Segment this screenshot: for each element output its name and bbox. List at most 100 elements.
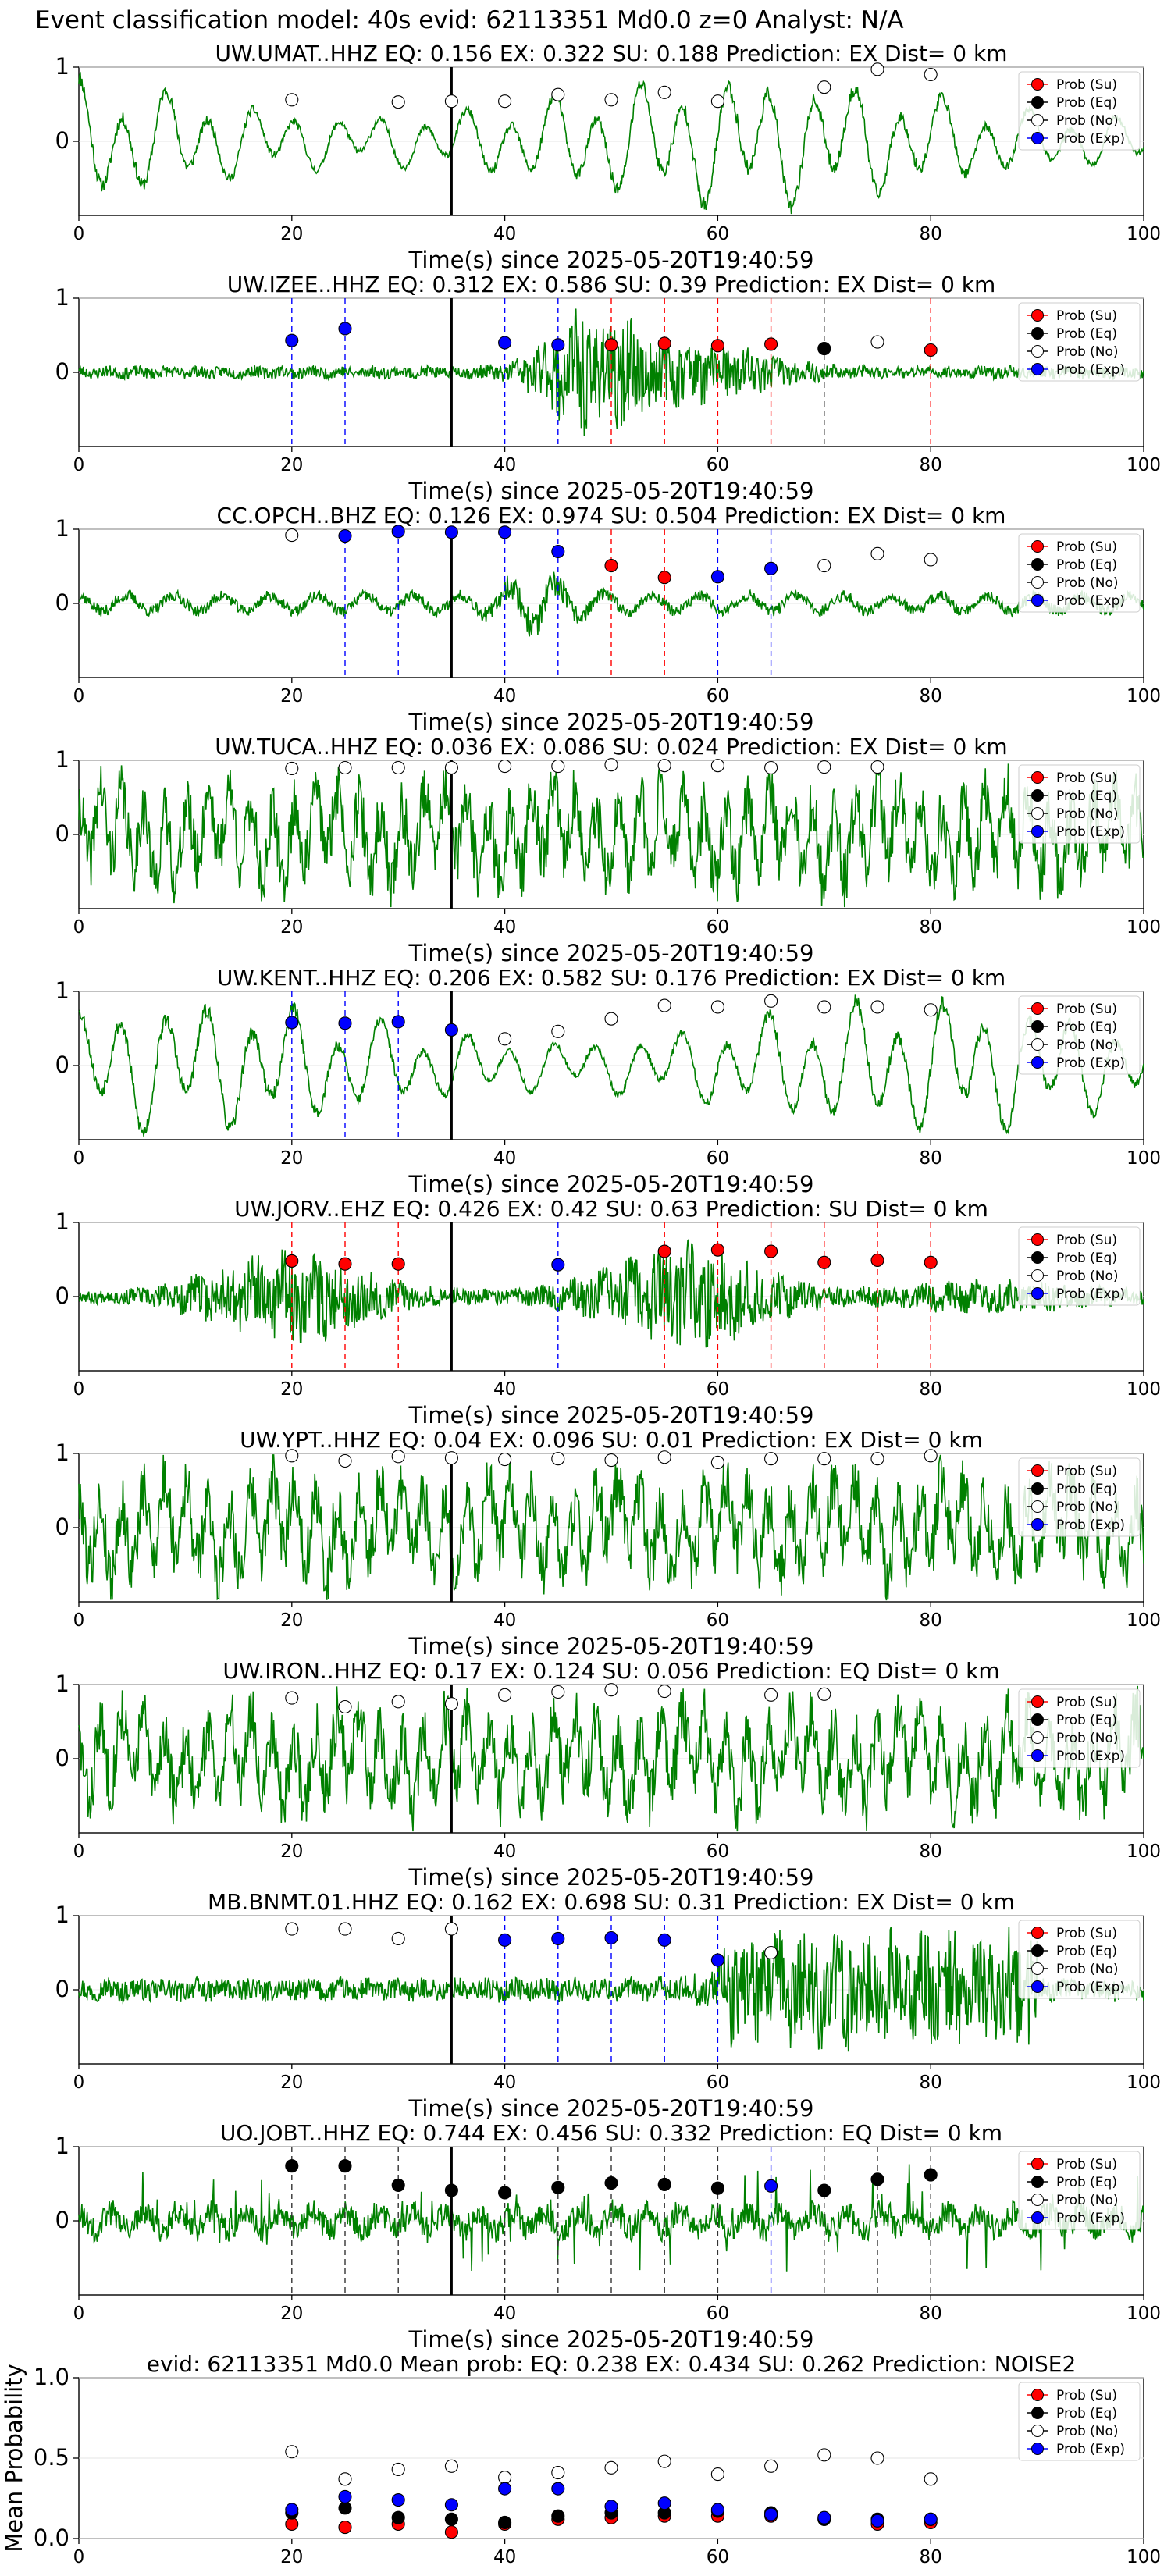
y-tick-label: 0 <box>55 1283 69 1309</box>
legend-label-exp: Prob (Exp) <box>1056 824 1125 840</box>
legend-label-su: Prob (Su) <box>1056 770 1117 786</box>
x-tick-label: 100 <box>1127 686 1161 706</box>
mean-point-exp <box>285 2503 299 2517</box>
mean-point-eq <box>338 2501 352 2515</box>
panel-title: MB.BNMT.01.HHZ EQ: 0.162 EX: 0.698 SU: 0… <box>208 1889 1015 1915</box>
waveform-trace <box>78 994 1144 1138</box>
prob-point-no <box>657 1685 671 1699</box>
legend-label-no: Prob (No) <box>1056 1731 1119 1746</box>
prob-point-no <box>498 1453 512 1467</box>
legend-marker-eq <box>1031 1944 1044 1957</box>
y-tick-label: 0 <box>55 1514 69 1540</box>
prob-point-no <box>285 93 299 107</box>
legend-marker-su <box>1031 2158 1044 2170</box>
x-tick-label: 80 <box>920 686 942 706</box>
x-tick-label: 80 <box>920 224 942 244</box>
mean-point-exp <box>870 2514 884 2528</box>
prob-point-no <box>604 758 618 772</box>
prob-point-no <box>444 1697 458 1711</box>
x-tick-label: 20 <box>280 917 303 938</box>
x-axis-label: Time(s) since 2025-05-20T19:40:59 <box>408 1171 814 1197</box>
legend-label-su: Prob (Su) <box>1056 1464 1117 1479</box>
waveform-trace <box>78 1238 1144 1348</box>
panel-title: UO.JOBT..HHZ EQ: 0.744 EX: 0.456 SU: 0.3… <box>220 2120 1002 2146</box>
mean-point-exp <box>710 2503 724 2517</box>
x-tick-label: 100 <box>1127 224 1161 244</box>
legend-label-eq: Prob (Eq) <box>1056 557 1117 573</box>
legend-marker-exp <box>1031 1749 1044 1762</box>
mean-point-exp <box>444 2498 458 2512</box>
prob-point-exp <box>444 525 458 539</box>
x-tick-label: 20 <box>280 2547 303 2567</box>
y-tick-label: 0 <box>55 1051 69 1078</box>
y-axis-label: Mean Probability <box>1 2364 27 2553</box>
prob-point-no <box>657 1450 671 1464</box>
prob-point-eq <box>924 2168 938 2182</box>
legend-marker-su <box>1031 1233 1044 1246</box>
x-tick-label: 100 <box>1127 455 1161 475</box>
prob-point-no <box>551 760 565 774</box>
mean-point-exp <box>604 2500 618 2514</box>
prob-point-eq <box>551 2180 565 2194</box>
legend-label-eq: Prob (Eq) <box>1056 1482 1117 1497</box>
y-tick-label: 0 <box>55 1745 69 1771</box>
x-tick-label: 100 <box>1127 1610 1161 1631</box>
legend-label-exp: Prob (Exp) <box>1056 593 1125 609</box>
prob-point-no <box>551 1024 565 1038</box>
mean-point-no <box>764 2459 778 2473</box>
prob-point-no <box>551 1452 565 1466</box>
prob-point-eq <box>604 2176 618 2190</box>
legend-marker-exp <box>1031 825 1044 838</box>
prob-point-no <box>338 1699 352 1714</box>
panel-title: UW.IRON..HHZ EQ: 0.17 EX: 0.124 SU: 0.05… <box>222 1658 999 1684</box>
prob-point-no <box>604 1012 618 1026</box>
prob-point-no <box>817 558 831 573</box>
prob-point-eq <box>817 342 831 356</box>
legend-label-eq: Prob (Eq) <box>1056 1251 1117 1266</box>
prob-point-no <box>285 1922 299 1936</box>
legend-marker-su <box>1031 1002 1044 1015</box>
legend-marker-exp <box>1031 2211 1044 2224</box>
x-tick-label: 80 <box>920 1610 942 1631</box>
legend-marker-no <box>1031 2425 1044 2437</box>
prob-point-su <box>764 337 778 351</box>
legend-label-su: Prob (Su) <box>1056 1695 1117 1710</box>
legend-box <box>1018 2382 1141 2461</box>
y-tick-label: 1.0 <box>34 2364 69 2390</box>
panel-3: UW.TUCA..HHZ EQ: 0.036 EX: 0.086 SU: 0.0… <box>55 734 1161 966</box>
prob-point-exp <box>391 1015 405 1029</box>
x-tick-label: 80 <box>920 1841 942 1862</box>
legend-marker-eq <box>1031 1713 1044 1726</box>
legend-label-exp: Prob (Exp) <box>1056 1286 1125 1302</box>
prob-point-no <box>444 94 458 109</box>
prob-point-no <box>710 1000 724 1014</box>
mean-point-eq <box>551 2509 565 2523</box>
x-tick-label: 60 <box>707 1610 729 1631</box>
legend-box <box>1018 764 1141 844</box>
legend-label-su: Prob (Su) <box>1056 2388 1117 2403</box>
x-tick-label: 40 <box>493 2547 516 2567</box>
x-tick-label: 60 <box>707 686 729 706</box>
mean-point-su <box>444 2525 458 2539</box>
x-tick-label: 0 <box>73 2547 85 2567</box>
legend-marker-no <box>1031 1731 1044 1744</box>
legend-label-eq: Prob (Eq) <box>1056 2175 1117 2190</box>
x-tick-label: 40 <box>493 1148 516 1169</box>
prob-point-exp <box>551 1258 565 1272</box>
prob-point-no <box>338 760 352 775</box>
legend-marker-exp <box>1031 594 1044 607</box>
x-tick-label: 0 <box>73 1379 85 1400</box>
panel-title: UW.JORV..EHZ EQ: 0.426 EX: 0.42 SU: 0.63… <box>234 1196 988 1222</box>
legend-label-no: Prob (No) <box>1056 113 1119 129</box>
prob-point-eq <box>391 2178 405 2192</box>
legend-label-no: Prob (No) <box>1056 1962 1119 1977</box>
prob-point-no <box>498 94 512 109</box>
prob-point-no <box>551 87 565 101</box>
prob-point-su <box>338 1257 352 1271</box>
x-tick-label: 80 <box>920 917 942 938</box>
legend-label-eq: Prob (Eq) <box>1056 1713 1117 1728</box>
legend-marker-exp <box>1031 1287 1044 1300</box>
y-tick-label: 1 <box>55 53 69 80</box>
prob-point-no <box>604 1683 618 1697</box>
legend-label-exp: Prob (Exp) <box>1056 1749 1125 1764</box>
